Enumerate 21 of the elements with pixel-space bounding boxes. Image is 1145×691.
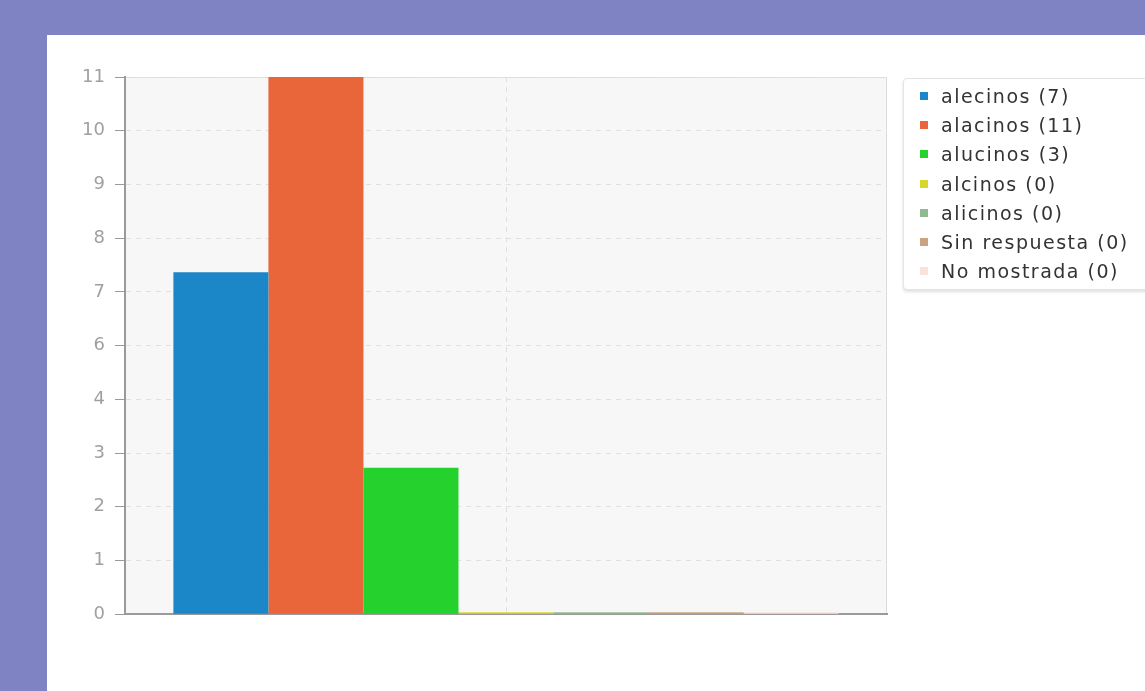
bar: [173, 272, 269, 614]
legend-label: Sin respuesta (0): [941, 231, 1129, 254]
legend-label: alecinos (7): [941, 84, 1070, 107]
y-tick-label: 11: [82, 64, 105, 86]
y-tick-label: 3: [93, 440, 105, 462]
bar: [363, 467, 459, 614]
legend-label: alucinos (3): [941, 143, 1071, 166]
y-tick-label: 6: [93, 333, 105, 355]
y-tick-label: 4: [93, 386, 105, 408]
legend-label: No mostrada (0): [941, 260, 1119, 283]
y-tick-label: 10: [82, 118, 105, 140]
y-tick-label: 8: [93, 225, 105, 247]
y-tick-label: 7: [93, 279, 105, 301]
legend-label: alacinos (11): [941, 113, 1084, 136]
y-tick-label: 2: [93, 494, 105, 516]
y-tick-label: 9: [93, 172, 105, 194]
legend-label: alcinos (0): [941, 172, 1057, 195]
y-tick-label: 1: [93, 548, 105, 570]
bar: [268, 77, 364, 614]
y-tick-label: 0: [93, 601, 105, 623]
legend-label: alicinos (0): [941, 201, 1064, 224]
